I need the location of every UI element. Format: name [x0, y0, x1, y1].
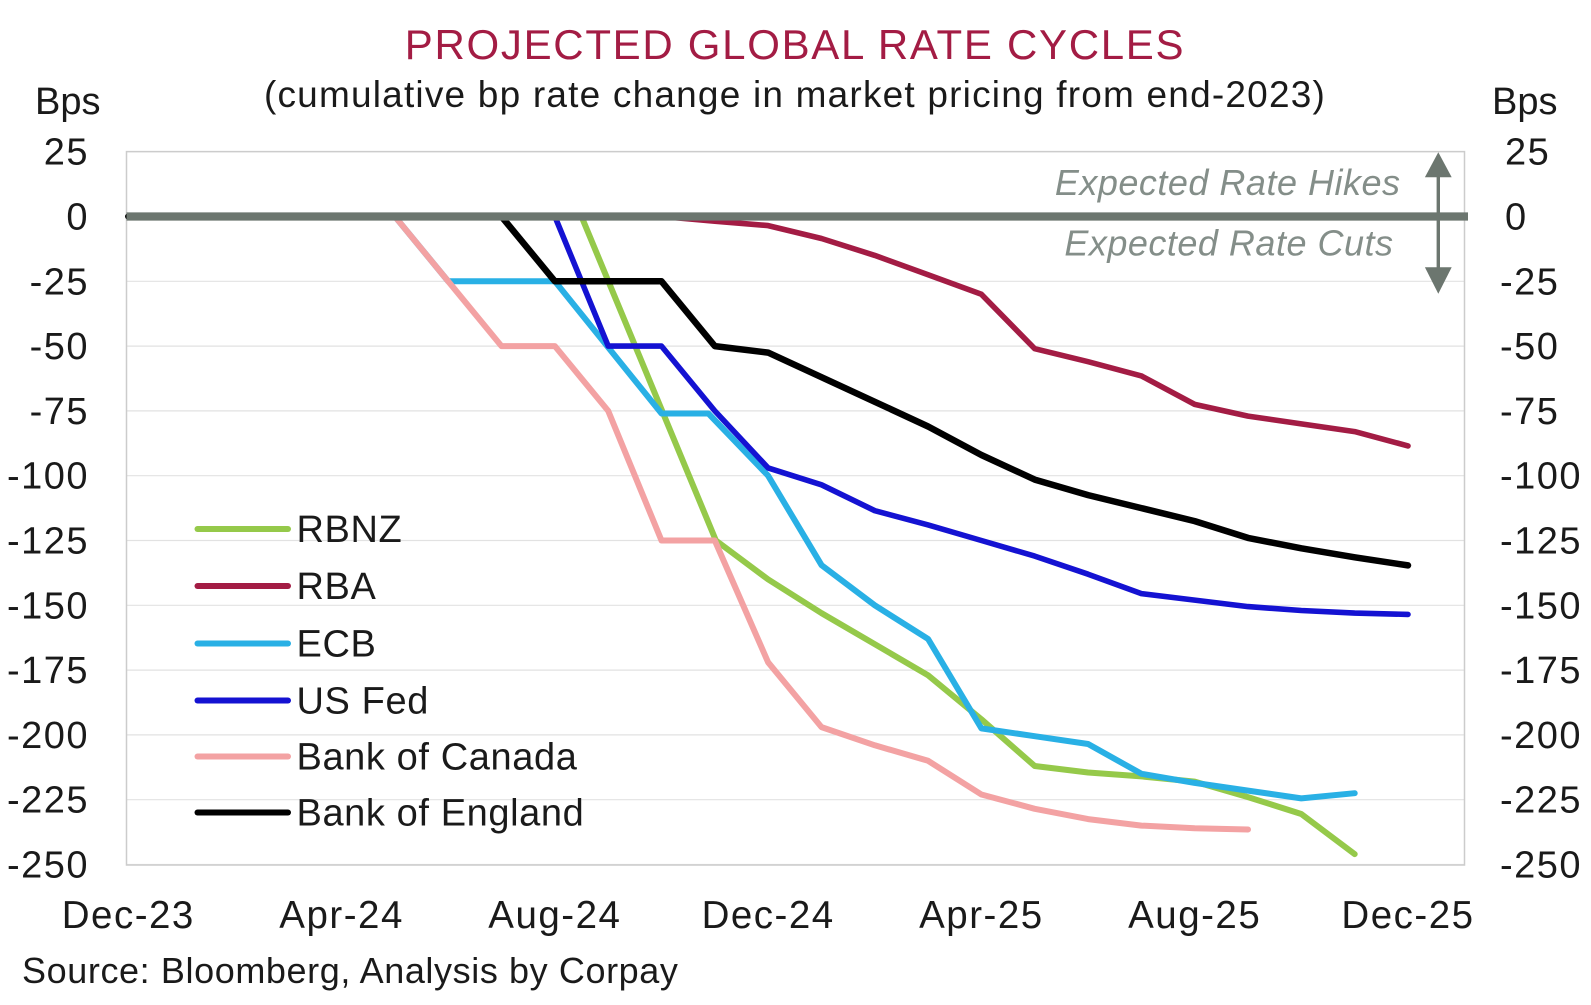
svg-text:-100: -100 [1500, 456, 1582, 498]
svg-text:Dec-23: Dec-23 [62, 894, 195, 937]
svg-text:Bps: Bps [1492, 81, 1557, 123]
svg-text:RBNZ: RBNZ [297, 509, 403, 551]
svg-text:-50: -50 [1500, 326, 1559, 368]
svg-text:-175: -175 [1500, 650, 1582, 692]
svg-text:25: 25 [1505, 132, 1550, 174]
svg-text:Dec-24: Dec-24 [702, 894, 835, 937]
svg-text:Apr-25: Apr-25 [919, 894, 1044, 937]
svg-text:0: 0 [66, 197, 89, 239]
svg-text:PROJECTED GLOBAL RATE CYCLES: PROJECTED GLOBAL RATE CYCLES [405, 21, 1185, 68]
svg-text:-125: -125 [1500, 521, 1582, 563]
svg-text:-150: -150 [1500, 585, 1582, 627]
svg-text:Aug-24: Aug-24 [488, 894, 621, 937]
svg-text:ECB: ECB [297, 623, 377, 665]
svg-text:-250: -250 [7, 845, 89, 887]
svg-text:Expected Rate Hikes: Expected Rate Hikes [1055, 162, 1401, 203]
svg-text:Apr-24: Apr-24 [279, 894, 404, 937]
svg-text:0: 0 [1505, 197, 1528, 239]
svg-text:-75: -75 [1500, 391, 1559, 433]
svg-text:-50: -50 [30, 326, 89, 368]
svg-text:-200: -200 [7, 715, 89, 757]
svg-text:US Fed: US Fed [297, 680, 429, 722]
svg-text:-200: -200 [1500, 715, 1582, 757]
svg-text:Bank of England: Bank of England [297, 792, 585, 834]
svg-text:-100: -100 [7, 456, 89, 498]
svg-text:-175: -175 [7, 650, 89, 692]
svg-text:-125: -125 [7, 521, 89, 563]
svg-text:Bps: Bps [35, 81, 100, 123]
svg-text:25: 25 [44, 132, 89, 174]
svg-text:-25: -25 [30, 261, 89, 303]
svg-text:Source: Bloomberg, Analysis by: Source: Bloomberg, Analysis by Corpay [22, 950, 679, 991]
svg-text:-25: -25 [1500, 261, 1559, 303]
svg-text:-250: -250 [1500, 845, 1582, 887]
svg-text:-225: -225 [7, 780, 89, 822]
svg-text:Aug-25: Aug-25 [1128, 894, 1261, 937]
svg-text:Expected Rate Cuts: Expected Rate Cuts [1064, 223, 1393, 264]
svg-text:Bank of Canada: Bank of Canada [297, 736, 578, 778]
svg-text:-150: -150 [7, 585, 89, 627]
svg-text:-75: -75 [30, 391, 89, 433]
svg-text:Dec-25: Dec-25 [1341, 894, 1474, 937]
svg-text:-225: -225 [1500, 780, 1582, 822]
svg-text:RBA: RBA [297, 566, 377, 608]
svg-text:(cumulative bp rate change in: (cumulative bp rate change in market pri… [264, 74, 1326, 115]
